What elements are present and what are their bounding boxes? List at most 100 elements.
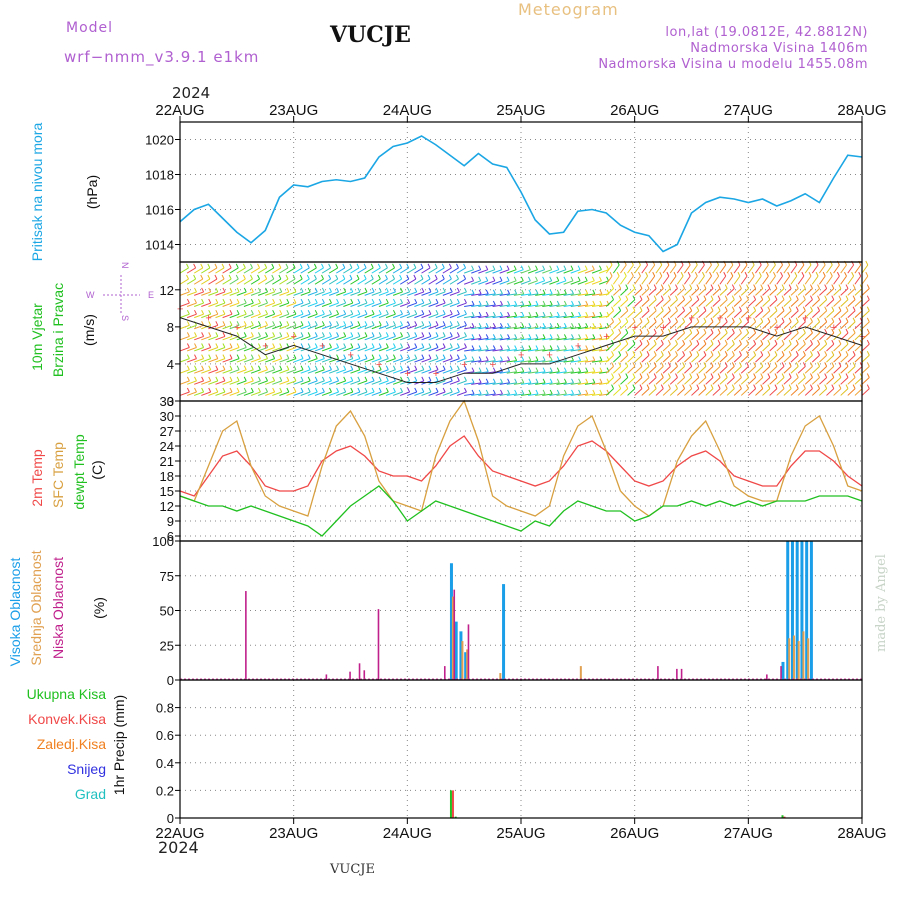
wind-barb-flag	[746, 362, 749, 367]
wind-barb-flag	[774, 295, 778, 300]
wind-barb	[648, 264, 656, 274]
wind-barb-flag	[208, 376, 212, 382]
wind-barb-flag	[229, 321, 233, 326]
wind-barb	[811, 321, 820, 330]
wind-barb-flag	[243, 298, 247, 304]
wind-barb-flag	[774, 339, 778, 345]
wind-barb-flag	[817, 295, 821, 300]
wind-barb-flag	[378, 321, 382, 326]
wind-barb	[861, 388, 870, 396]
wind-barb	[641, 343, 650, 352]
wind-barb	[627, 366, 636, 374]
wind-barb	[570, 360, 581, 363]
wind-barb-flag	[343, 365, 347, 370]
wind-barb-flag	[781, 317, 785, 323]
wind-barb-flag	[592, 378, 596, 384]
wind-barb-flag	[449, 298, 453, 304]
wind-barb-flag	[194, 354, 197, 359]
wind-barb	[428, 335, 439, 341]
wind-marker: +	[546, 350, 552, 362]
wind-barb-flag	[271, 274, 275, 280]
wind-barb-flag	[421, 376, 425, 382]
wind-barb-flag	[299, 274, 303, 280]
wind-barb-flag	[378, 387, 382, 393]
wind-barb	[428, 347, 439, 352]
wind-barb	[286, 291, 297, 296]
wind-barb-flag	[831, 362, 835, 367]
y-tick-label: 1018	[145, 168, 174, 183]
wind-barb-flag	[321, 365, 325, 370]
wind-barb-flag	[435, 387, 439, 393]
wind-barb	[712, 264, 720, 274]
wind-barb-flag	[723, 271, 727, 277]
wind-barb	[669, 321, 678, 330]
wind-barb-flag	[696, 339, 700, 345]
high-cloud-bar	[454, 621, 458, 680]
wind-barb	[286, 391, 297, 396]
wind-barb	[747, 366, 756, 374]
wind-barb	[811, 275, 819, 285]
wind-barb	[648, 354, 657, 363]
mid-cloud-bar	[466, 649, 469, 680]
wind-barb	[726, 264, 734, 274]
wind-barb	[818, 264, 826, 274]
wind-barb-flag	[802, 295, 806, 300]
wind-barb	[378, 302, 389, 307]
wind-barb	[726, 388, 735, 396]
wind-barb-flag	[831, 317, 835, 323]
low-cloud-bar	[363, 670, 366, 680]
wind-barb-flag	[584, 265, 588, 270]
wind-barb-flag	[201, 287, 205, 293]
wind-barb-flag	[810, 328, 813, 334]
wind-barb-flag	[611, 373, 615, 378]
wind-barb	[250, 302, 261, 307]
wind-barb-flag	[215, 321, 219, 326]
wind-barb-flag	[293, 332, 297, 337]
wind-barb	[755, 310, 764, 318]
wind-barb-flag	[618, 284, 622, 289]
wind-barb-flag	[385, 343, 389, 348]
wind-barb	[364, 302, 375, 307]
wind-barb-flag	[731, 373, 735, 378]
wind-barb	[250, 267, 260, 274]
wind-barb	[740, 354, 749, 363]
wind-barb	[364, 278, 374, 285]
wind-barb	[698, 264, 705, 274]
wind-barb-flag	[435, 343, 439, 348]
wind-barb	[243, 335, 254, 341]
wind-barb-flag	[696, 328, 700, 334]
wind-barb-flag	[738, 384, 742, 389]
wind-barb	[811, 354, 820, 363]
wind-marker: +	[689, 313, 695, 325]
wind-barb	[684, 299, 693, 307]
wind-barb	[840, 366, 849, 374]
wind-barb	[797, 377, 806, 385]
wind-barb	[492, 269, 503, 274]
wind-barb	[442, 313, 453, 319]
wind-barb-flag	[507, 311, 511, 317]
wind-barb	[804, 264, 812, 274]
wind-barb	[478, 280, 488, 285]
wind-barb	[740, 332, 749, 341]
wind-barb	[840, 321, 849, 330]
wind-barb-flag	[710, 384, 714, 389]
wind-barb-flag	[265, 287, 268, 293]
wind-barb-flag	[350, 387, 354, 393]
wind-barb-flag	[724, 328, 728, 334]
wind-barb-flag	[222, 365, 226, 370]
wind-barb	[272, 380, 282, 385]
wind-barb-flag	[808, 271, 812, 277]
wind-barb	[478, 326, 489, 330]
wind-barb-flag	[625, 362, 629, 367]
x-tick-label-bottom: 25AUG	[496, 825, 545, 842]
wind-barb-flag	[625, 284, 629, 289]
wind-barb-flag	[392, 298, 396, 304]
wind-barb-flag	[653, 317, 657, 323]
wind-barb-flag	[186, 287, 190, 293]
wind-barb-flag	[632, 317, 636, 323]
wind-barb-flag	[272, 298, 276, 304]
wind-barb	[676, 275, 684, 285]
wind-barb	[449, 369, 460, 374]
wind-barb	[442, 380, 453, 385]
wind-barb	[179, 267, 189, 274]
